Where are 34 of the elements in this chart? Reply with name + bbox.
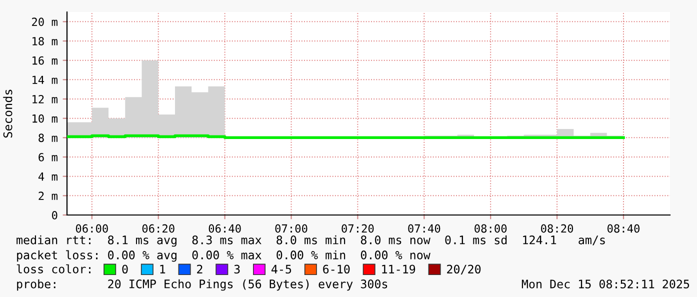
y-axis-title: Seconds [3, 90, 12, 138]
y-tick-label: 4 m [38, 172, 58, 181]
text: packet loss: 0.00 % avg 0.00 % max 0.00 % min 0.00 % now [17, 250, 430, 262]
text: median rtt: 8.1 ms avg 8.3 ms max 8.0 ms min 8.0 ms now 0.1 ms sd 124.1 am/s [16, 235, 605, 247]
legend-label: 0 [122, 264, 128, 274]
text: loss color: [16, 264, 90, 274]
y-tick-label: 14 m [32, 76, 58, 84]
x-tick-label: 08:20 [541, 224, 574, 233]
text: Mon Dec 15 08:52:11 2025 [522, 280, 690, 288]
legend-label: 20/20 [447, 264, 481, 274]
y-tick-label: 0 [52, 211, 58, 220]
y-tick-label: 18 m [32, 37, 58, 46]
x-tick-label: 06:40 [208, 224, 241, 233]
y-tick-label: 16 m [32, 56, 58, 65]
x-tick-label: 06:20 [142, 224, 174, 233]
x-tick-label: 08:40 [607, 224, 640, 233]
y-tick-label: 8 m [38, 134, 58, 142]
text: probe: 20 ICMP Echo Pings (56 Bytes) every 300s [17, 279, 388, 291]
x-tick-label: 08:00 [474, 224, 507, 233]
x-tick-label: 07:40 [408, 224, 440, 233]
y-tick-label: 2 m [38, 192, 58, 200]
legend-label: 6-10 [323, 264, 350, 274]
legend-label: 11-19 [382, 264, 416, 274]
y-tick-label: 20 m [32, 18, 58, 26]
legend-label: 3 [234, 264, 240, 274]
y-tick-label: 10 m [32, 114, 58, 123]
legend-label: 4-5 [272, 264, 292, 274]
x-tick-label: 07:20 [342, 224, 374, 233]
legend-label: 1 [160, 264, 166, 274]
y-tick-label: 6 m [38, 153, 58, 162]
y-tick-label: 12 m [32, 95, 58, 104]
x-tick-label: 07:00 [275, 224, 308, 233]
legend-label: 2 [197, 264, 202, 274]
x-tick-label: 06:00 [76, 224, 108, 233]
